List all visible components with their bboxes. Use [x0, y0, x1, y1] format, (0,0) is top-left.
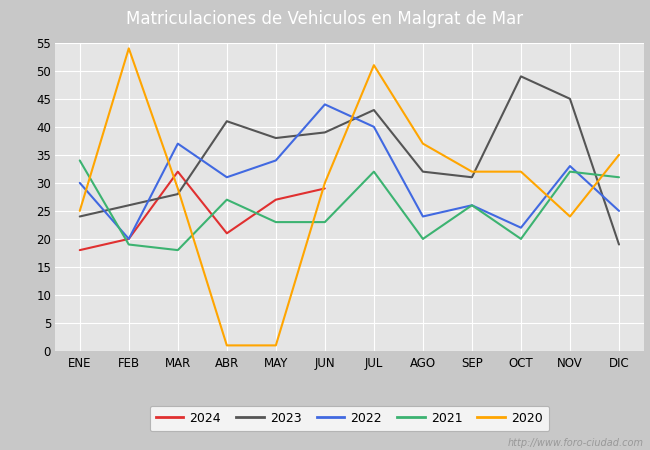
Text: http://www.foro-ciudad.com: http://www.foro-ciudad.com	[508, 438, 644, 448]
Legend: 2024, 2023, 2022, 2021, 2020: 2024, 2023, 2022, 2021, 2020	[150, 405, 549, 431]
Text: Matriculaciones de Vehiculos en Malgrat de Mar: Matriculaciones de Vehiculos en Malgrat …	[127, 10, 523, 28]
